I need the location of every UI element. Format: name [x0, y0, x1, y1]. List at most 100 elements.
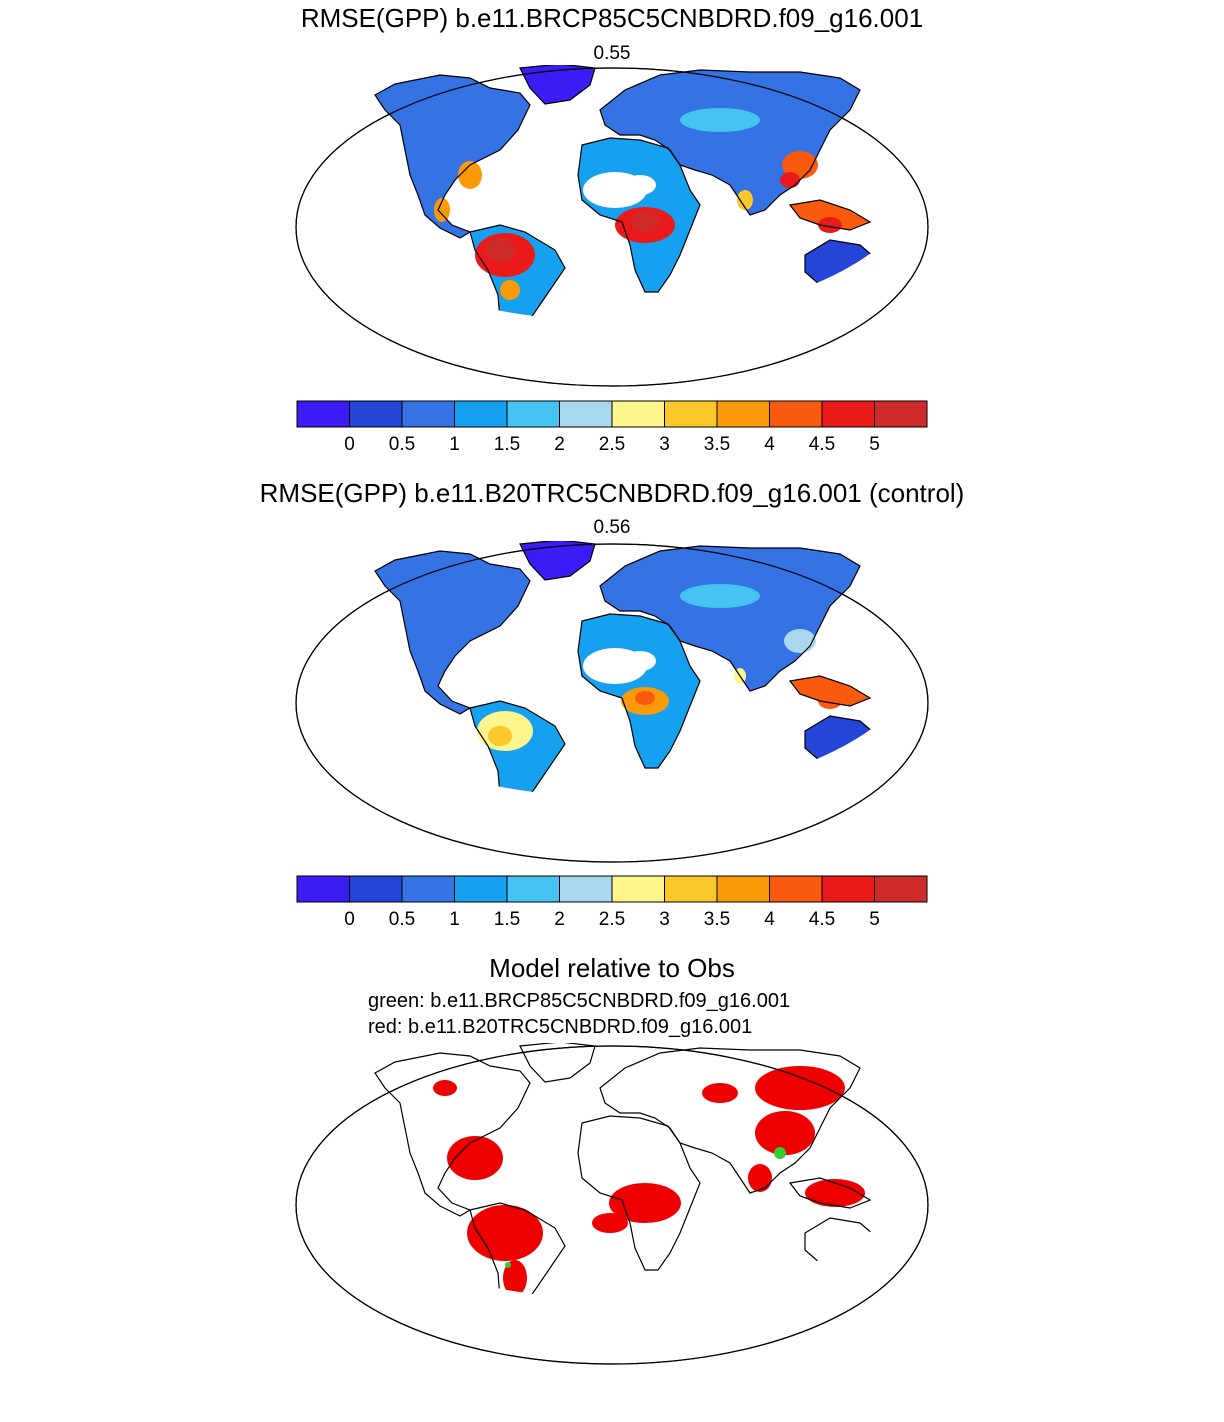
- colorbar-panel1: 0 0.5 1 1.5 2 2.5 3 3.5 4 4.5 5: [296, 400, 928, 455]
- field-region: [702, 1083, 738, 1103]
- colorbar-swatch: [716, 400, 770, 428]
- colorbar-tick-label: 3.5: [704, 909, 730, 930]
- colorbar-swatch: [664, 400, 718, 428]
- colorbar-tick-label: 5: [869, 909, 880, 930]
- colorbar-swatch: [769, 875, 823, 903]
- colorbar-tick-label: 4.5: [809, 434, 835, 455]
- field-region: [592, 1213, 628, 1233]
- field-region: [447, 1136, 503, 1180]
- field-region: [818, 693, 842, 709]
- colorbar-swatch: [769, 400, 823, 428]
- colorbar-tick-label: 1.5: [494, 434, 520, 455]
- field-region: [748, 1164, 772, 1192]
- colorbar-swatch: [559, 400, 613, 428]
- colorbar-tick-label: 2.5: [599, 434, 625, 455]
- colorbar-swatch: [401, 400, 455, 428]
- field-greenland: [520, 65, 595, 104]
- colorbar-tick-label: 0: [344, 909, 355, 930]
- field-se-asia: [790, 676, 870, 706]
- field-greenland: [520, 541, 595, 580]
- globe-border: [295, 1045, 929, 1365]
- colorbar-swatch: [611, 400, 665, 428]
- coastline-se-asia: [788, 199, 872, 231]
- coastline-africa: [577, 137, 701, 293]
- coastline-africa: [577, 613, 701, 769]
- colorbar-tick-label: 3: [659, 909, 670, 930]
- field-region: [784, 629, 816, 653]
- panel1-score: 0.55: [593, 43, 631, 64]
- colorbar-swatch: [349, 875, 403, 903]
- colorbar-swatch: [506, 400, 560, 428]
- coastline-se-asia: [788, 1177, 872, 1209]
- colorbar-tick-label: 4.5: [809, 909, 835, 930]
- field-region: [818, 217, 842, 233]
- field-region: [755, 1111, 815, 1155]
- colorbar-tick-label: 4: [764, 434, 775, 455]
- colorbar-swatch: [664, 875, 718, 903]
- colorbar-panel2: 0 0.5 1 1.5 2 2.5 3 3.5 4 4.5 5: [296, 875, 928, 930]
- coastline-greenland: [519, 65, 596, 105]
- colorbar-tick-label: 1: [449, 909, 460, 930]
- field-region: [467, 1205, 543, 1261]
- colorbar-swatch: [454, 400, 508, 428]
- field-eurasia: [600, 546, 860, 691]
- colorbar-tick-label: 0: [344, 434, 355, 455]
- coastline-south-america: [469, 700, 566, 797]
- field-region: [433, 1080, 457, 1096]
- colorbar-tick-label: 1.5: [494, 909, 520, 930]
- coastline-south-america: [469, 1202, 566, 1299]
- colorbar-swatch: [506, 875, 560, 903]
- coastline-north-america: [374, 550, 531, 715]
- field-region: [485, 238, 515, 262]
- field-se-asia: [790, 200, 870, 230]
- colorbar-tick-label: 2: [554, 909, 565, 930]
- colorbar-swatch: [296, 875, 350, 903]
- coastline-north-america: [374, 1052, 531, 1217]
- coastline-eurasia: [599, 69, 861, 216]
- coastline-greenland: [519, 541, 596, 581]
- field-region: [488, 726, 512, 746]
- field-region: [774, 1147, 786, 1159]
- panel1-title: RMSE(GPP) b.e11.BRCP85C5CNBDRD.f09_g16.0…: [300, 3, 924, 33]
- coastline-africa: [577, 1115, 701, 1271]
- field-region: [737, 190, 753, 210]
- map-panel2: [295, 541, 929, 863]
- field-region: [624, 651, 656, 671]
- globe-border: [295, 67, 929, 387]
- field-region: [755, 1066, 845, 1110]
- colorbar-swatch: [296, 400, 350, 428]
- panel2-title: RMSE(GPP) b.e11.B20TRC5CNBDRD.f09_g16.00…: [259, 478, 965, 508]
- legend-red: red: b.e11.B20TRC5CNBDRD.f09_g16.001: [368, 1016, 753, 1038]
- field-region: [631, 212, 659, 232]
- panel3-title: Model relative to Obs: [489, 953, 735, 983]
- colorbar-swatch: [559, 875, 613, 903]
- legend-green: green: b.e11.BRCP85C5CNBDRD.f09_g16.001: [368, 990, 791, 1012]
- colorbar-tick-label: 0.5: [389, 909, 415, 930]
- field-region: [434, 198, 450, 222]
- field-region: [624, 175, 656, 195]
- field-region: [680, 584, 760, 608]
- colorbar-swatch: [821, 875, 875, 903]
- colorbar-tick-label: 5: [869, 434, 880, 455]
- coastline-eurasia: [599, 1047, 861, 1194]
- colorbar-swatch: [349, 400, 403, 428]
- field-region: [680, 108, 760, 132]
- colorbar-swatch: [401, 875, 455, 903]
- colorbar-swatch: [874, 875, 928, 903]
- field-north-america: [375, 551, 530, 714]
- colorbar-swatch: [611, 875, 665, 903]
- map-panel1: [295, 65, 929, 387]
- globe-border: [295, 543, 929, 863]
- coastline-eurasia: [599, 545, 861, 692]
- colorbar-tick-label: 1: [449, 434, 460, 455]
- field-region: [500, 280, 520, 300]
- coastline-greenland: [519, 1043, 596, 1083]
- colorbar-swatch: [454, 875, 508, 903]
- colorbar-tick-label: 4: [764, 909, 775, 930]
- colorbar-tick-label: 2.5: [599, 909, 625, 930]
- colorbar-swatch: [874, 400, 928, 428]
- colorbar-tick-label: 3: [659, 434, 670, 455]
- field-region: [505, 1262, 511, 1268]
- colorbar-swatch: [716, 875, 770, 903]
- field-region: [635, 691, 655, 705]
